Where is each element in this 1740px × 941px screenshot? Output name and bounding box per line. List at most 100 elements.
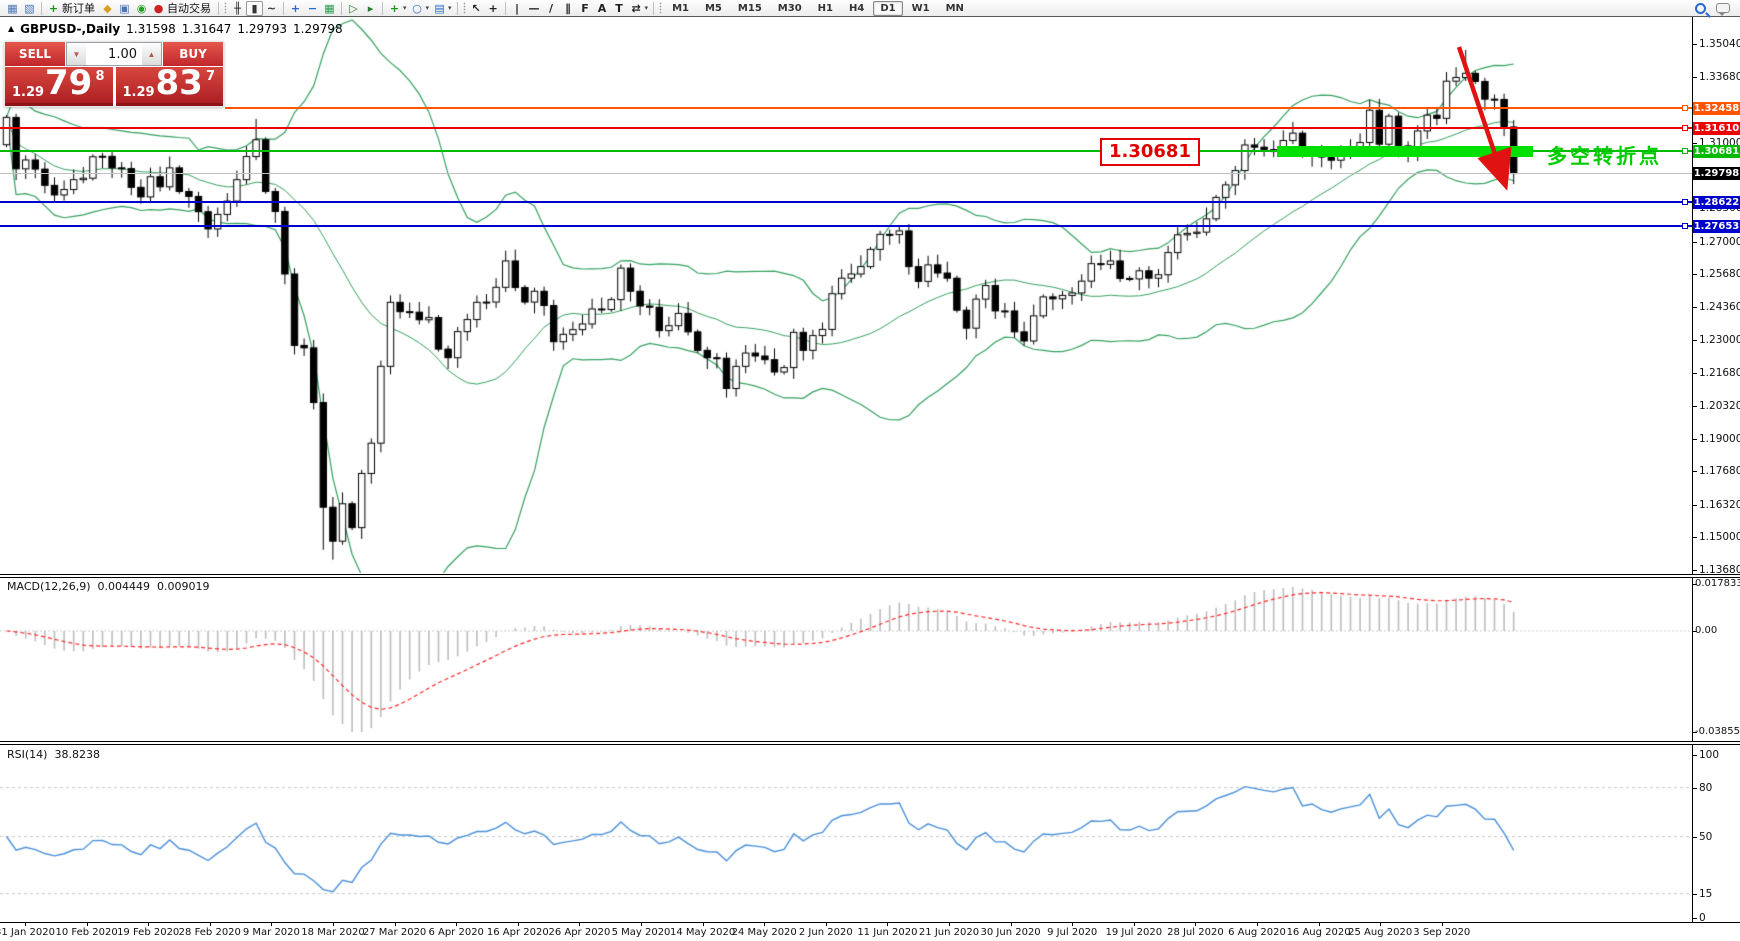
timeframe-m1[interactable]: M1 [672,2,689,14]
buy-button[interactable]: BUY [163,42,223,66]
price-annotation-box[interactable]: 1.30681 [1100,138,1200,166]
macd-main-value: 0.004449 [97,580,151,593]
buy-price-display[interactable]: 1.29 83 7 [115,64,223,106]
turning-point-text[interactable]: 多空转折点 [1547,144,1662,168]
date-tick [826,922,827,926]
volume-decrease-button[interactable]: ▼ [67,43,86,65]
periods-icon[interactable]: ○ [412,1,422,15]
date-label: 27 Mar 2020 [362,927,427,938]
zoom-in-icon[interactable]: + [290,1,301,15]
timeframe-w1[interactable]: W1 [911,2,930,14]
sell-button[interactable]: SELL [5,42,65,66]
date-tick [1257,922,1258,926]
arrows-icon[interactable]: ⇄ [631,1,641,15]
vertical-line-icon[interactable]: | [515,1,520,15]
turning-point-band[interactable] [1277,146,1533,157]
data-window-icon[interactable]: ▧ [24,1,35,15]
date-label: 19 Feb 2020 [117,927,180,938]
date-label: 14 May 2020 [669,927,736,938]
terminal-icon[interactable]: ▣ [119,1,130,15]
text-label-icon[interactable]: T [615,1,623,15]
time-axis-line [0,922,1740,923]
horizontal-line-object[interactable] [0,127,1692,129]
line-anchor-handle[interactable] [1682,105,1688,111]
autotrading-icon[interactable]: ● [153,1,164,15]
axis-tick [1692,894,1697,895]
axis-tick [1692,340,1697,341]
date-label: 18 Mar 2020 [301,927,365,938]
date-tick [1011,922,1012,926]
templates-icon[interactable]: ▤ [434,1,445,15]
date-label: 25 Aug 2020 [1348,927,1413,938]
date-label: 9 Jul 2020 [1047,927,1098,938]
equidistant-channel-icon[interactable]: ∥ [565,1,571,15]
line-anchor-handle[interactable] [1682,223,1688,229]
search-icon[interactable] [1695,2,1706,14]
timeframe-m5[interactable]: M5 [704,2,722,14]
date-label: 5 May 2020 [611,927,671,938]
tile-windows-icon[interactable]: ▦ [324,1,335,15]
bar-chart-icon[interactable]: ╫ [234,1,241,15]
date-label: 16 Aug 2020 [1286,927,1351,938]
timeframe-h4[interactable]: H4 [848,2,865,14]
indicators-icon-dropdown[interactable]: ▾ [403,4,407,12]
signal-icon[interactable]: ◉ [136,1,147,15]
price-tick-label: 1.16320 [1699,498,1740,511]
periods-icon-dropdown[interactable]: ▾ [425,4,430,12]
line-chart-icon[interactable]: ~ [266,1,277,15]
crosshair-icon[interactable]: + [488,1,498,15]
date-tick [1072,922,1073,926]
date-tick [87,922,88,926]
new-order-icon[interactable]: + [48,1,59,15]
date-label: 16 Apr 2020 [486,927,549,938]
horizontal-line-object[interactable] [0,173,1692,174]
volume-input[interactable] [86,43,142,65]
templates-icon-dropdown[interactable]: ▾ [448,4,452,12]
cleanup-icon[interactable]: ◆ [103,1,112,15]
sell-price-display[interactable]: 1.29 79 8 [5,64,113,106]
collapse-panel-icon[interactable]: ▲ [8,24,15,33]
timeframe-mn[interactable]: MN [945,2,964,14]
toolbar: ▦ ▧ + 新订单 ◆ ▣ ◉ ● 自动交易 ╫ ▮ ~ + − ▦ ▷ ▸ + ▾ ○ ▾ ▤ ▾ ↖ + | — / ∥ F A T ⇄ ▾ M… [0,0,1740,17]
timeframe-m15[interactable]: M15 [737,2,762,14]
macd-name: MACD(12,26,9) [7,580,91,593]
line-anchor-handle[interactable] [1682,148,1688,154]
ohlc-low: 1.29793 [237,22,288,36]
volume-stepper: ▼ ▲ [66,42,162,66]
timeframe-d1[interactable]: D1 [873,0,903,16]
rsi-axis-label: 50 [1699,830,1713,843]
cursor-icon[interactable]: ↖ [471,1,481,15]
horizontal-line-object[interactable] [0,150,1692,152]
price-axis-line [1692,17,1693,922]
charts-panel-icon[interactable]: ▦ [7,1,18,15]
horizontal-line-object[interactable] [225,107,1692,109]
indicators-icon[interactable]: + [389,1,400,15]
line-anchor-handle[interactable] [1682,199,1688,205]
candlestick-chart-icon[interactable]: ▮ [246,0,263,16]
text-icon[interactable]: A [597,1,607,15]
trendline-icon[interactable]: / [549,1,554,15]
chart-shift-icon[interactable]: ▸ [367,1,374,15]
horizontal-line-object[interactable] [0,201,1692,203]
horizontal-line-icon[interactable]: — [528,1,540,15]
macd-rsi-splitter[interactable] [0,741,1740,745]
horizontal-line-object[interactable] [0,225,1692,227]
auto-scroll-icon[interactable]: ▷ [349,1,358,15]
rsi-name: RSI(14) [7,748,48,761]
date-tick [1134,922,1135,926]
timeframe-m30[interactable]: M30 [777,2,802,14]
volume-increase-button[interactable]: ▲ [142,43,161,65]
zoom-out-icon[interactable]: − [307,1,318,15]
arrows-icon-dropdown[interactable]: ▾ [644,4,649,12]
fibonacci-icon[interactable]: F [581,1,589,15]
line-anchor-handle[interactable] [1682,125,1688,131]
price-badge: 1.32458 [1693,102,1740,115]
date-tick [210,922,211,926]
date-label: 19 Jul 2020 [1105,927,1163,938]
macd-label: MACD(12,26,9) 0.004449 0.009019 [7,580,210,593]
chat-icon[interactable] [1716,3,1730,16]
timeframe-h1[interactable]: H1 [817,2,833,14]
main-macd-splitter[interactable] [0,574,1740,578]
macd-axis-label: 0.00 [1695,625,1718,636]
